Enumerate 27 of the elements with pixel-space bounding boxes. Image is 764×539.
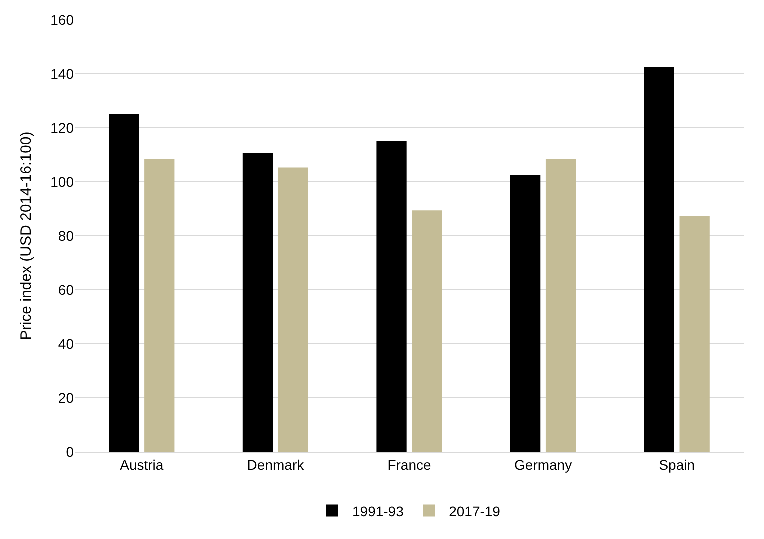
bar [644,66,674,452]
bar [376,142,407,452]
bar [144,159,175,452]
bar [546,159,576,452]
bar [242,153,274,452]
x-tick-label: Germany [514,456,572,473]
y-tick-label: 140 [50,66,74,82]
x-tick-label: France [388,456,432,473]
y-tick-label: 160 [50,12,74,28]
bar [680,216,710,452]
y-tick-label: 80 [58,228,74,244]
legend-label: 1991-93 [352,503,404,520]
x-tick-label: Austria [120,456,164,473]
y-axis-title: Price index (USD 2014-16:100) [18,132,35,340]
bar [412,210,442,452]
bar [109,114,140,452]
y-tick-label: 60 [58,282,74,298]
x-tick-label: Denmark [247,456,306,473]
y-tick-label: 120 [50,120,74,136]
x-tick-label: Spain [659,456,696,473]
y-tick-label: 100 [50,174,74,190]
y-tick-label: 0 [66,444,74,460]
legend-label: 2017-19 [449,503,501,520]
bar [510,176,541,452]
bar [278,168,308,452]
y-tick-label: 40 [58,336,74,352]
y-tick-label: 20 [58,390,74,406]
